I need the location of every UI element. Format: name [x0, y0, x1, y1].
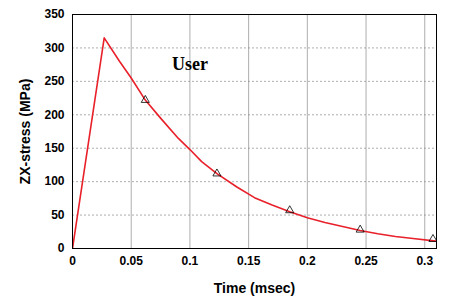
- svg-text:0.3: 0.3: [416, 254, 433, 268]
- svg-text:User: User: [172, 54, 208, 74]
- svg-text:0.25: 0.25: [354, 254, 378, 268]
- svg-text:0.2: 0.2: [299, 254, 316, 268]
- svg-text:0: 0: [58, 241, 65, 255]
- svg-text:0.15: 0.15: [237, 254, 261, 268]
- svg-text:200: 200: [44, 108, 64, 122]
- svg-text:0: 0: [69, 254, 76, 268]
- svg-text:150: 150: [44, 141, 64, 155]
- svg-text:300: 300: [44, 41, 64, 55]
- svg-text:0.05: 0.05: [120, 254, 144, 268]
- svg-text:0.1: 0.1: [182, 254, 199, 268]
- svg-text:50: 50: [51, 208, 65, 222]
- svg-text:Time (msec): Time (msec): [214, 280, 295, 296]
- svg-text:350: 350: [44, 7, 64, 21]
- svg-text:ZX-stress (MPa): ZX-stress (MPa): [17, 79, 33, 185]
- svg-text:100: 100: [44, 174, 64, 188]
- svg-text:250: 250: [44, 74, 64, 88]
